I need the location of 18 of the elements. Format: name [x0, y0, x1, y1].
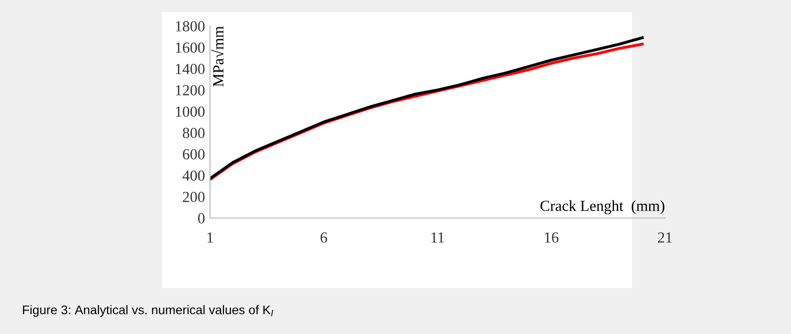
y-tick-label: 1200: [176, 85, 205, 96]
x-tick-label: 1: [208, 232, 213, 242]
y-tick-label: 1800: [176, 21, 205, 32]
y-axis-title: MPa√mm: [211, 26, 224, 87]
x-tick-label: 11: [431, 232, 444, 242]
x-tick-label: 6: [320, 232, 328, 243]
y-tick-label: 800: [182, 128, 205, 138]
y-tick-label: 0: [198, 213, 205, 224]
y-tick-label: 1000: [176, 106, 205, 117]
x-tick-label: 21: [658, 232, 672, 242]
y-tick-label: 400: [182, 170, 205, 181]
y-tick-label: 1400: [176, 64, 205, 74]
caption: Figure 3: Analytical vs. numerical values of K$_{I}$: [23, 305, 274, 317]
x-tick-label: 16: [544, 232, 558, 243]
x-axis-title: Crack Lenght (mm): [540, 200, 664, 214]
y-tick-label: 1600: [176, 42, 205, 53]
y-tick-label: 600: [182, 149, 205, 160]
y-tick-label: 200: [182, 192, 205, 202]
